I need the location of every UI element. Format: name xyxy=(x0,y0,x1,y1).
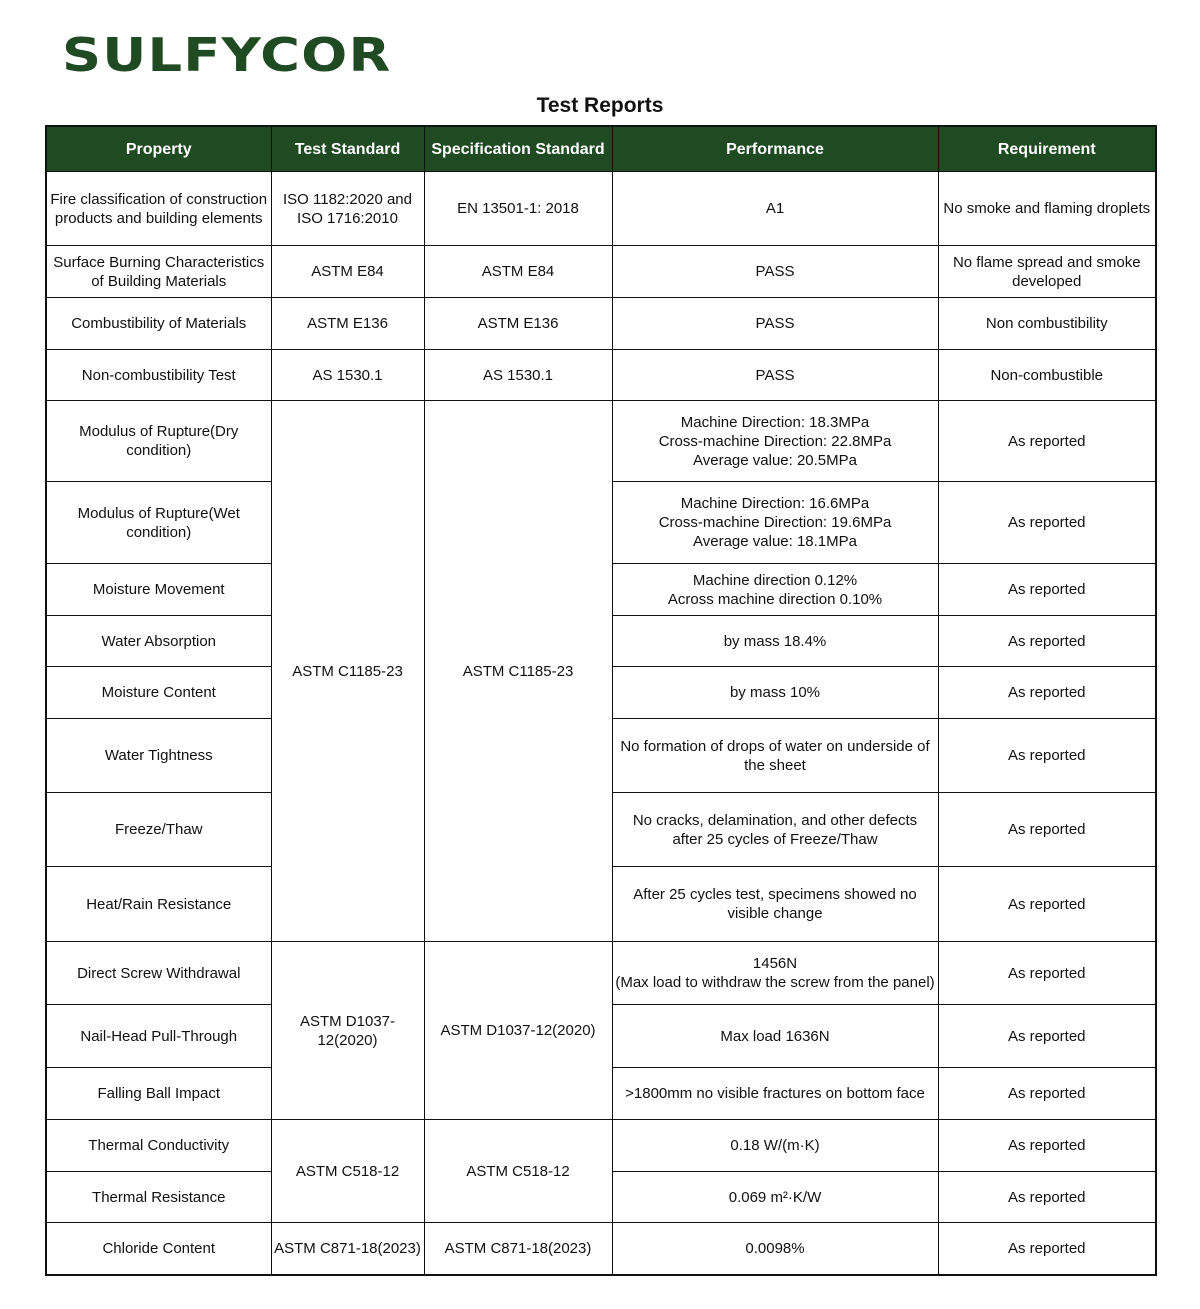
sulfycor-logo: SULFYCOR xyxy=(62,28,392,82)
cell-requirement: No smoke and flaming droplets xyxy=(937,171,1157,246)
table-row: Thermal Conductivity ASTM C518-12 ASTM C51… xyxy=(45,1119,1157,1223)
cell-test-standard: ASTM D1037- 12(2020) xyxy=(270,941,425,1120)
cell-requirement: As reported xyxy=(937,792,1157,867)
cell-performance: 0.0098% xyxy=(611,1222,939,1275)
table-row: Fire classification of construction prod… xyxy=(45,171,1157,246)
cell-performance: by mass 10% xyxy=(611,666,939,719)
table-row: Non-combustibility Test AS 1530.1 AS 1530.… xyxy=(45,349,1157,401)
cell-property: Falling Ball Impact xyxy=(45,1067,272,1120)
cell-requirement: As reported xyxy=(937,481,1157,564)
cell-property: Heat/Rain Resistance xyxy=(45,866,272,942)
cell-performance: 1456N (Max load to withdraw the screw fr… xyxy=(611,941,939,1005)
cell-requirement: As reported xyxy=(937,400,1157,482)
table-row: Surface Burning Characteristics of Build… xyxy=(45,245,1157,298)
test-reports-table: Property Test Standard Specification Sta… xyxy=(45,125,1157,1276)
cell-requirement: As reported xyxy=(937,666,1157,719)
cell-property: Non-combustibility Test xyxy=(45,349,272,401)
cell-spec-standard: EN 13501-1: 2018 xyxy=(423,171,613,246)
cell-performance: No cracks, delamination, and other defec… xyxy=(611,792,939,867)
col-header-requirement: Requirement xyxy=(937,125,1157,172)
cell-test-standard: ASTM E136 xyxy=(270,297,425,350)
table-row: Heat/Rain Resistance After 25 cycles test… xyxy=(45,866,1157,942)
cell-test-standard: ASTM E84 xyxy=(270,245,425,298)
header-row: Property Test Standard Specification Sta… xyxy=(45,125,1157,172)
cell-spec-standard: ASTM E136 xyxy=(423,297,613,350)
cell-property: Moisture Content xyxy=(45,666,272,719)
cell-property: Modulus of Rupture(Dry condition) xyxy=(45,400,272,482)
cell-performance: Machine direction 0.12% Across machine d… xyxy=(611,563,939,616)
cell-performance: 0.18 W/(m·K) xyxy=(611,1119,939,1172)
cell-property: Thermal Conductivity xyxy=(45,1119,272,1172)
cell-property: Direct Screw Withdrawal xyxy=(45,941,272,1005)
cell-property: Nail-Head Pull-Through xyxy=(45,1004,272,1068)
cell-property: Thermal Resistance xyxy=(45,1171,272,1223)
cell-performance: by mass 18.4% xyxy=(611,615,939,667)
cell-requirement: As reported xyxy=(937,718,1157,793)
cell-spec-standard: ASTM C1185-23 xyxy=(423,400,613,942)
col-header-property: Property xyxy=(45,125,272,172)
cell-spec-standard: ASTM E84 xyxy=(423,245,613,298)
cell-requirement: Non combustibility xyxy=(937,297,1157,350)
cell-requirement: No flame spread and smoke developed xyxy=(937,245,1157,298)
cell-performance: No formation of drops of water on unders… xyxy=(611,718,939,793)
cell-performance: Machine Direction: 18.3MPa Cross-machine… xyxy=(611,400,939,482)
cell-test-standard: ASTM C1185-23 xyxy=(270,400,425,942)
cell-spec-standard: ASTM D1037-12(2020) xyxy=(423,941,613,1120)
cell-performance: 0.069 m²·K/W xyxy=(611,1171,939,1223)
cell-requirement: As reported xyxy=(937,1067,1157,1120)
table-row: Chloride Content ASTM C871-18(2023) ASTM C… xyxy=(45,1222,1157,1275)
cell-property: Moisture Movement xyxy=(45,563,272,616)
table-row: Direct Screw Withdrawal ASTM D1037- 12(20… xyxy=(45,941,1157,1120)
col-header-test-standard: Test Standard xyxy=(270,125,425,172)
cell-requirement: As reported xyxy=(937,1119,1157,1172)
cell-requirement: As reported xyxy=(937,1171,1157,1223)
cell-test-standard: AS 1530.1 xyxy=(270,349,425,401)
cell-spec-standard: ASTM C871-18(2023) xyxy=(423,1222,613,1275)
cell-property: Chloride Content xyxy=(45,1222,272,1275)
table-row: Modulus of Rupture(Wet condition) Machine… xyxy=(45,481,1157,564)
col-header-performance: Performance xyxy=(611,125,939,172)
col-header-spec-standard: Specification Standard xyxy=(423,125,613,172)
cell-requirement: As reported xyxy=(937,1004,1157,1068)
cell-performance: Machine Direction: 16.6MPa Cross-machine… xyxy=(611,481,939,564)
cell-spec-standard: AS 1530.1 xyxy=(423,349,613,401)
cell-property: Freeze/Thaw xyxy=(45,792,272,867)
table-row: Thermal Resistance 0.069 m²·K/W As reporte… xyxy=(45,1171,1157,1223)
cell-property: Modulus of Rupture(Wet condition) xyxy=(45,481,272,564)
cell-performance: A1 xyxy=(611,171,939,246)
cell-performance: PASS xyxy=(611,349,939,401)
cell-performance: PASS xyxy=(611,245,939,298)
cell-property: Surface Burning Characteristics of Build… xyxy=(45,245,272,298)
cell-requirement: As reported xyxy=(937,941,1157,1005)
cell-performance: >1800mm no visible fractures on bottom f… xyxy=(611,1067,939,1120)
cell-test-standard: ISO 1182:2020 and ISO 1716:2010 xyxy=(270,171,425,246)
cell-requirement: As reported xyxy=(937,866,1157,942)
cell-property: Fire classification of construction prod… xyxy=(45,171,272,246)
page-title: Test Reports xyxy=(536,94,664,117)
cell-performance: PASS xyxy=(611,297,939,350)
cell-requirement: As reported xyxy=(937,563,1157,616)
cell-test-standard: ASTM C518-12 xyxy=(270,1119,425,1223)
table-row: Freeze/Thaw No cracks, delamination, and … xyxy=(45,792,1157,867)
cell-performance: After 25 cycles test, specimens showed n… xyxy=(611,866,939,942)
cell-requirement: As reported xyxy=(937,1222,1157,1275)
table-row: Combustibility of Materials ASTM E136 ASTM… xyxy=(45,297,1157,350)
cell-requirement: As reported xyxy=(937,615,1157,667)
cell-property: Water Tightness xyxy=(45,718,272,793)
cell-spec-standard: ASTM C518-12 xyxy=(423,1119,613,1223)
cell-test-standard: ASTM C871-18(2023) xyxy=(270,1222,425,1275)
cell-property: Water Absorption xyxy=(45,615,272,667)
table-row: Modulus of Rupture(Dry condition) ASTM C1… xyxy=(45,400,1157,942)
cell-property: Combustibility of Materials xyxy=(45,297,272,350)
cell-requirement: Non-combustible xyxy=(937,349,1157,401)
table-row: Nail-Head Pull-Through Max load 1636N As r… xyxy=(45,1004,1157,1068)
cell-performance: Max load 1636N xyxy=(611,1004,939,1068)
